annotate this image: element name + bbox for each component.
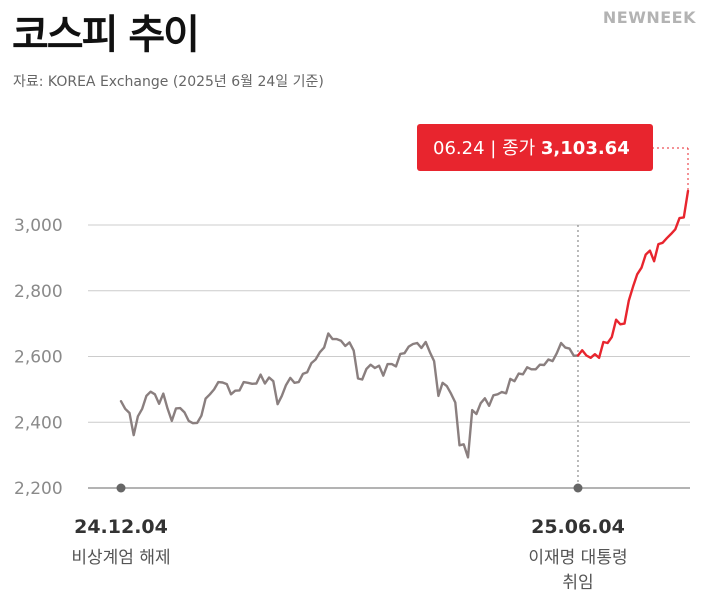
series-line-before (119, 332, 580, 459)
event-date: 25.06.04 (531, 516, 625, 538)
callout-layer: 06.24 | 종가 3,103.64 (417, 124, 653, 171)
source-note: 자료: KOREA Exchange (2025년 6월 24일 기준) (13, 74, 324, 90)
event-date: 24.12.04 (74, 516, 168, 538)
event-label: 비상계엄 해제 (71, 548, 170, 568)
callout-box (417, 124, 653, 171)
event-label: 취임 (562, 573, 593, 593)
brand-logo: NEWNEEK (602, 8, 696, 27)
y-tick-label: 2,600 (14, 348, 63, 368)
event-marker (116, 483, 126, 493)
event-marker (573, 483, 583, 493)
y-tick-label: 2,800 (14, 282, 63, 302)
guide-layer (577, 147, 689, 488)
line-layer (119, 189, 690, 459)
page-title: 코스피 추이 (12, 12, 200, 58)
y-tick-layer: 2,200 2,400 2,600 2,800 3,000 (14, 216, 63, 499)
event-label: 이재명 대통령 (528, 548, 627, 568)
callout-text: 06.24 | 종가 3,103.64 (433, 138, 630, 159)
y-tick-label: 3,000 (14, 216, 63, 236)
y-tick-label: 2,200 (14, 479, 63, 499)
series-line-after (576, 189, 690, 359)
y-tick-label: 2,400 (14, 413, 63, 433)
